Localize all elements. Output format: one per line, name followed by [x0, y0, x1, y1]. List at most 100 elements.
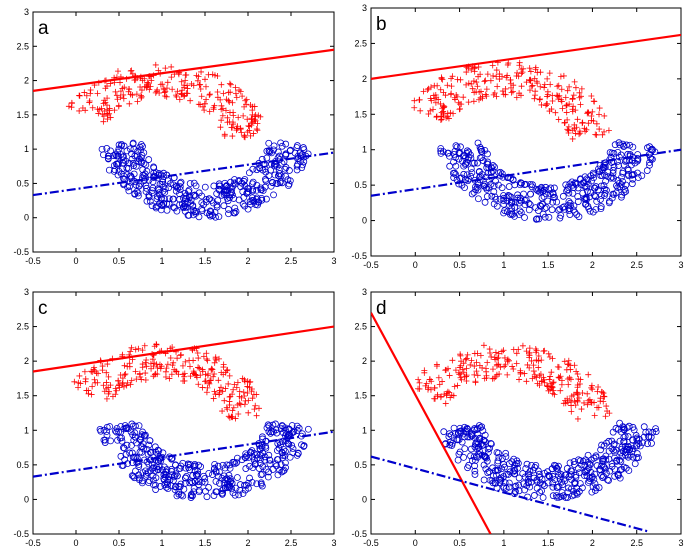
- data-point-plus: [591, 412, 598, 419]
- data-point-circle: [609, 190, 617, 198]
- data-point-plus: [558, 96, 565, 103]
- data-point-circle: [480, 452, 488, 460]
- data-point-plus: [244, 129, 251, 136]
- data-point-plus: [101, 107, 108, 114]
- data-point-circle: [633, 450, 641, 457]
- data-point-plus: [541, 379, 548, 386]
- data-point-plus: [120, 91, 127, 98]
- data-point-plus: [210, 373, 217, 380]
- data-point-plus: [81, 89, 88, 96]
- data-point-plus: [605, 127, 612, 134]
- data-point-circle: [584, 203, 592, 210]
- data-point-circle: [239, 200, 247, 208]
- data-point-circle: [497, 476, 505, 484]
- data-point-circle: [490, 200, 498, 208]
- data-point-plus: [103, 102, 110, 109]
- data-point-plus: [193, 372, 200, 379]
- data-point-plus: [428, 378, 435, 385]
- data-point-circle: [464, 425, 472, 433]
- data-point-circle: [149, 184, 157, 192]
- y-tick-label: -0.5: [13, 247, 29, 257]
- data-point-circle: [270, 191, 277, 199]
- data-point-circle: [221, 179, 229, 187]
- data-point-circle: [592, 484, 600, 492]
- data-point-plus: [549, 390, 556, 397]
- data-point-circle: [460, 453, 468, 461]
- data-point-plus: [249, 395, 256, 402]
- x-tick-label: 2: [590, 538, 595, 548]
- data-point-circle: [553, 492, 560, 500]
- data-point-circle: [279, 452, 287, 459]
- data-point-circle: [480, 436, 488, 444]
- data-point-plus: [484, 359, 491, 366]
- data-point-plus: [536, 96, 543, 103]
- x-tick-label: 0.5: [453, 260, 466, 270]
- y-tick-label: 2: [24, 356, 29, 366]
- data-point-plus: [562, 94, 569, 101]
- data-point-plus: [491, 375, 498, 382]
- data-point-circle: [183, 195, 191, 202]
- data-point-plus: [91, 376, 98, 383]
- data-point-plus: [174, 355, 181, 362]
- data-point-circle: [616, 456, 624, 464]
- data-point-plus: [155, 67, 162, 74]
- data-point-circle: [598, 192, 605, 199]
- data-point-circle: [262, 177, 270, 185]
- data-point-circle: [142, 161, 150, 169]
- data-point-circle: [634, 151, 642, 158]
- data-point-circle: [581, 472, 588, 480]
- data-point-plus: [562, 400, 569, 407]
- data-point-circle: [190, 191, 198, 199]
- panel-d: -0.5 0 0.5 1 1.5 2 2.5 3-0.500.511.522.53d: [351, 287, 683, 548]
- data-point-plus: [438, 116, 445, 123]
- data-point-circle: [216, 468, 223, 476]
- data-point-circle: [132, 181, 140, 189]
- data-point-circle: [505, 479, 513, 487]
- data-point-circle: [272, 460, 280, 468]
- data-point-plus: [83, 92, 90, 99]
- data-point-circle: [524, 478, 532, 486]
- data-point-plus: [201, 107, 208, 114]
- data-point-plus: [241, 133, 248, 140]
- data-point-plus: [517, 92, 524, 99]
- data-point-circle: [597, 446, 605, 454]
- data-point-plus: [136, 370, 143, 377]
- data-point-plus: [588, 93, 595, 100]
- data-point-plus: [212, 354, 219, 361]
- data-point-circle: [576, 457, 584, 465]
- data-point-plus: [585, 120, 592, 127]
- data-point-plus: [242, 97, 249, 104]
- data-point-circle: [207, 208, 215, 216]
- boundary-line-solid: [371, 33, 681, 80]
- data-point-circle: [279, 422, 286, 430]
- data-point-plus: [455, 99, 462, 106]
- data-point-plus: [492, 356, 499, 363]
- data-point-plus: [182, 72, 189, 79]
- data-point-plus: [245, 409, 252, 416]
- data-point-circle: [165, 200, 173, 208]
- data-point-circle: [226, 184, 234, 192]
- data-point-circle: [456, 448, 464, 456]
- data-point-plus: [515, 346, 522, 353]
- data-point-circle: [455, 436, 463, 444]
- data-point-plus: [470, 98, 477, 105]
- data-point-circle: [569, 181, 577, 189]
- data-point-plus: [122, 371, 129, 378]
- data-point-circle: [589, 208, 597, 216]
- data-point-circle: [132, 453, 140, 461]
- boundary-line-solid: [33, 325, 334, 373]
- data-point-circle: [187, 492, 195, 499]
- data-point-plus: [588, 117, 595, 124]
- data-point-plus: [430, 106, 437, 113]
- data-point-plus: [529, 375, 536, 382]
- data-point-circle: [136, 436, 144, 443]
- data-point-plus: [211, 388, 218, 395]
- data-point-plus: [546, 353, 553, 360]
- data-point-circle: [557, 211, 565, 219]
- data-point-circle: [145, 193, 153, 201]
- data-point-plus: [545, 387, 552, 394]
- data-point-plus: [451, 383, 458, 390]
- x-tick-label: 1.5: [542, 538, 555, 548]
- data-point-plus: [454, 93, 461, 100]
- data-point-plus: [233, 127, 240, 134]
